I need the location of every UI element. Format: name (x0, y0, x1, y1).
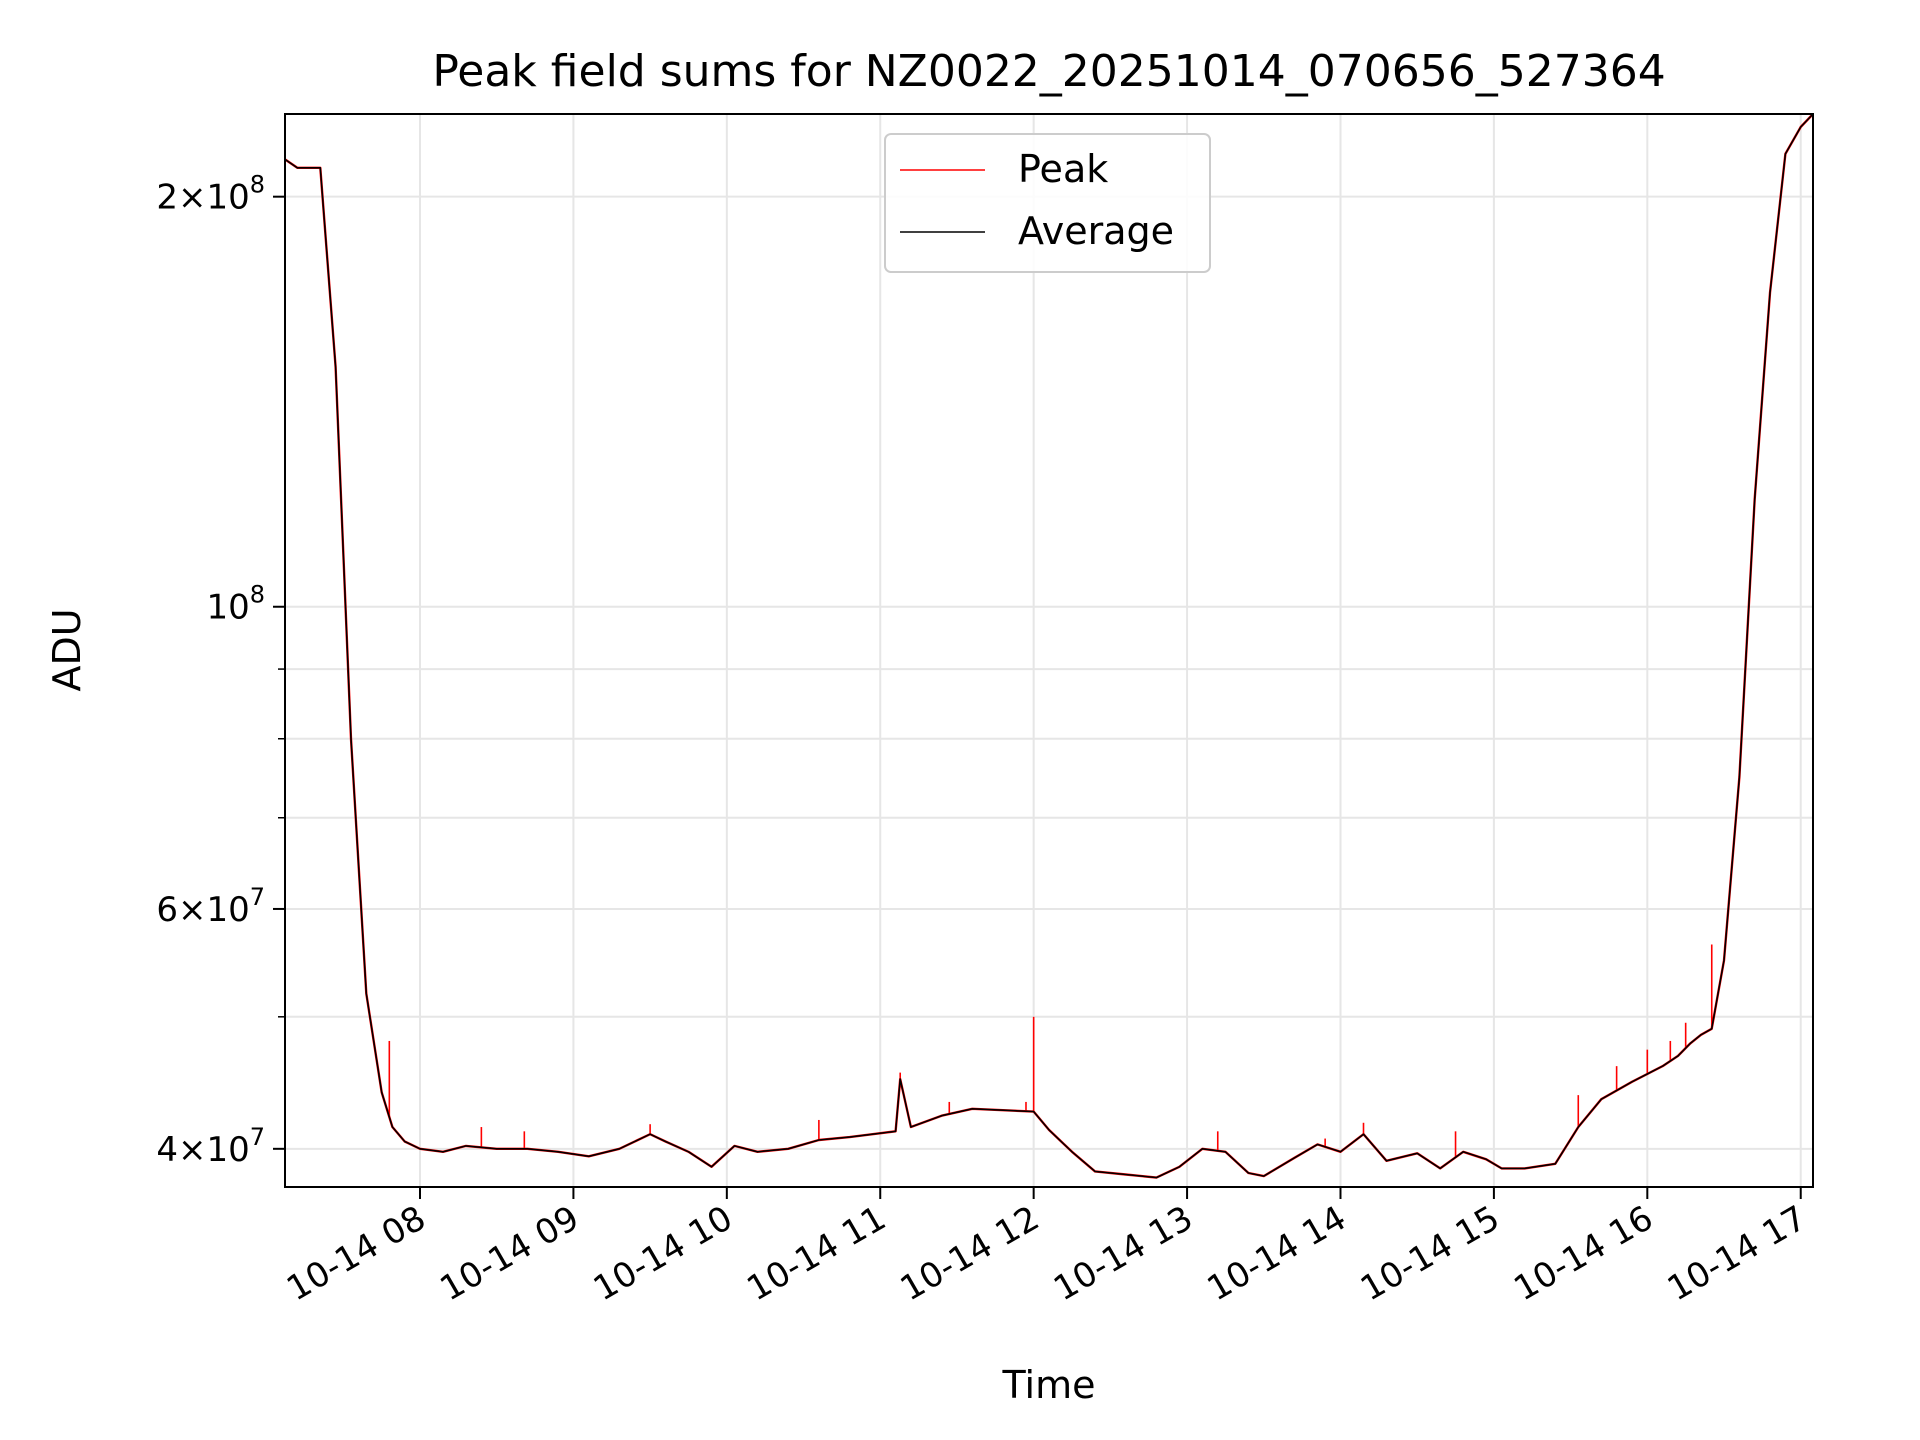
series-average-line (284, 113, 1814, 1179)
series-layer (284, 113, 1814, 1179)
legend-peak-label: Peak (1018, 147, 1108, 191)
y-tick-label: 6×107 (156, 883, 265, 930)
y-tick-label: 4×107 (156, 1123, 265, 1170)
legend: Peak Average (884, 133, 1211, 273)
legend-box (884, 133, 1211, 273)
y-tick-label: 2×108 (156, 171, 265, 218)
y-axis-label: ADU (45, 608, 89, 691)
legend-average-label: Average (1018, 209, 1174, 253)
x-axis-label: Time (1002, 1363, 1096, 1407)
plot-frame (284, 113, 1814, 1188)
y-tick-label: 108 (206, 581, 265, 628)
chart-title: Peak field sums for NZ0022_20251014_0706… (432, 46, 1665, 97)
